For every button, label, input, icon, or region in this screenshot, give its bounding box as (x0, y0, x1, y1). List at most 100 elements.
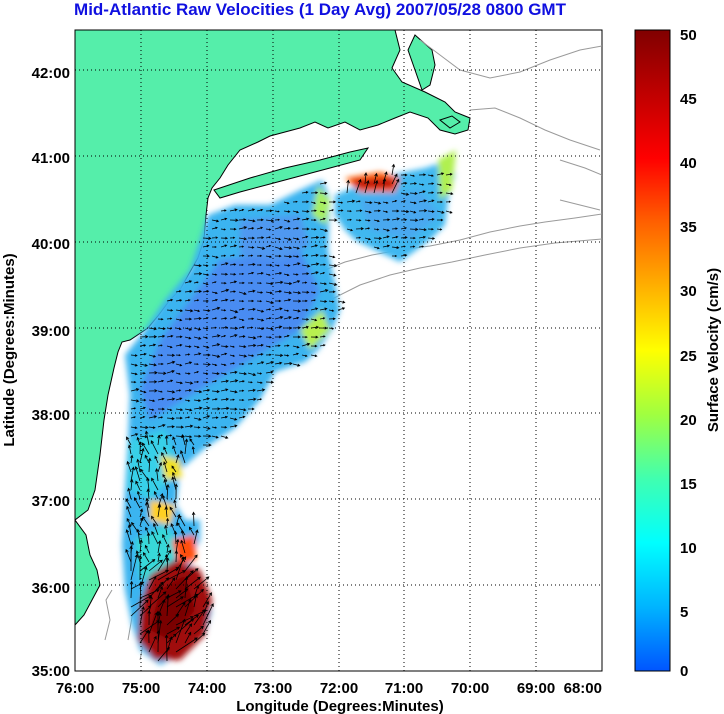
velocity-arrow (175, 637, 198, 653)
velocity-arrow (247, 254, 254, 257)
velocity-arrow (283, 210, 291, 213)
velocity-arrow (418, 228, 427, 232)
velocity-arrow (220, 272, 229, 276)
velocity-arrow (355, 178, 362, 194)
velocity-arrow (211, 334, 221, 338)
velocity-arrow (193, 625, 204, 635)
velocity-arrow (283, 309, 290, 312)
colorbar-tick-label: 0 (680, 663, 688, 680)
velocity-arrow (247, 343, 257, 348)
velocity-arrow (139, 416, 146, 419)
velocity-arrow (373, 201, 382, 205)
velocity-arrow (400, 227, 408, 230)
velocity-arrow (355, 219, 362, 222)
velocity-arrow (202, 619, 212, 635)
velocity-arrow (172, 471, 177, 482)
velocity-arrow (174, 550, 179, 563)
velocity-arrow (148, 415, 158, 419)
colorbar-tick-label: 35 (680, 219, 697, 236)
velocity-arrow (220, 288, 230, 293)
velocity-arrow (274, 325, 283, 329)
velocity-arrow (211, 416, 219, 420)
colorbar-tick-label: 50 (680, 27, 697, 44)
velocity-arrow (144, 544, 150, 554)
velocity-arrow (147, 457, 152, 473)
velocity-arrow (184, 289, 193, 293)
velocity-arrow (175, 454, 180, 464)
velocity-arrow (229, 208, 238, 212)
velocity-arrow (445, 172, 453, 176)
velocity-arrow (184, 438, 189, 455)
velocity-arrow (157, 371, 167, 375)
velocity-arrow (256, 271, 264, 275)
velocity-arrow (256, 343, 264, 347)
velocity-arrow (319, 236, 326, 239)
velocity-arrow (184, 408, 193, 412)
velocity-arrow (211, 298, 219, 302)
velocity-arrow (169, 506, 177, 518)
velocity-arrow (148, 408, 155, 411)
velocity-arrow (256, 254, 263, 257)
velocity-arrow (436, 172, 445, 176)
velocity-arrow (283, 291, 293, 295)
velocity-arrow (202, 415, 211, 419)
velocity-arrow (193, 309, 201, 313)
velocity-arrow (445, 192, 454, 196)
velocity-arrow (161, 451, 168, 464)
velocity-arrow (292, 273, 299, 276)
velocity-arrow (202, 345, 210, 349)
velocity-arrow (175, 556, 185, 581)
velocity-arrow (400, 218, 408, 222)
velocity-arrow (248, 407, 255, 411)
velocity-arrow (238, 300, 245, 303)
velocity-arrow (391, 163, 396, 176)
velocity-arrow (275, 335, 283, 339)
velocity-arrow (229, 379, 239, 383)
velocity-arrow (211, 263, 218, 267)
velocity-arrow (256, 309, 265, 313)
velocity-arrow (265, 308, 272, 311)
velocity-arrow (136, 458, 141, 473)
velocity-arrow (238, 263, 244, 266)
velocity-arrow (139, 398, 147, 402)
velocity-arrow (203, 299, 209, 303)
velocity-arrow (193, 399, 202, 402)
velocity-arrow (127, 444, 132, 455)
velocity-arrow (126, 436, 132, 446)
velocity-arrow (292, 345, 300, 349)
velocity-arrow (355, 209, 363, 213)
velocity-arrow (418, 235, 427, 239)
velocity-arrow (310, 209, 317, 212)
velocity-arrow (274, 237, 282, 241)
velocity-arrow (173, 530, 178, 545)
velocity-arrow (292, 363, 301, 367)
velocity-arrow (229, 227, 237, 231)
velocity-arrow (328, 263, 338, 268)
velocity-arrow (302, 227, 310, 231)
velocity-arrow (153, 522, 159, 536)
velocity-arrow (220, 309, 227, 312)
velocity-arrow (400, 192, 410, 196)
velocity-arrow (125, 498, 132, 509)
velocity-arrow (337, 307, 346, 311)
velocity-arrow (382, 210, 389, 213)
velocity-arrow (211, 435, 219, 439)
y-axis: 35:00 36:00 37:00 38:00 39:00 40:00 41:0… (1, 65, 70, 680)
velocity-arrow (310, 262, 320, 266)
velocity-arrow (130, 372, 138, 376)
velocity-arrow (175, 381, 184, 385)
velocity-arrow (220, 397, 230, 401)
velocity-arrow (310, 253, 319, 257)
velocity-arrow (139, 589, 160, 599)
velocity-arrow (283, 254, 293, 259)
velocity-arrow (142, 516, 150, 527)
velocity-arrow (248, 299, 255, 303)
velocity-arrow (256, 388, 266, 392)
velocity-arrow (283, 361, 293, 366)
velocity-arrow (202, 426, 211, 430)
velocity-arrow (319, 201, 327, 205)
velocity-arrow (157, 549, 172, 572)
velocity-arrow (292, 255, 300, 258)
velocity-arrow (139, 447, 145, 464)
velocity-arrow (310, 235, 320, 240)
